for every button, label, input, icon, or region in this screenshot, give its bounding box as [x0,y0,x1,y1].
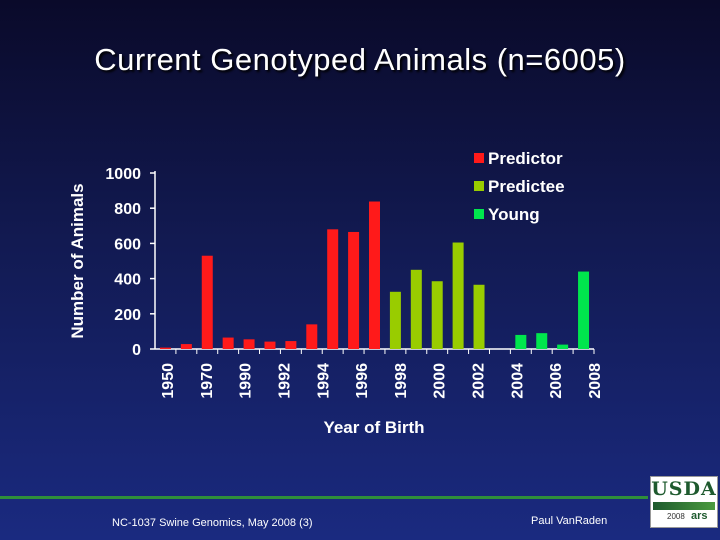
footer-left-text: NC-1037 Swine Genomics, May 2008 (3) [112,517,313,529]
legend-label-young: Young [488,205,540,224]
bar-1960 [180,344,192,349]
y-tick-label: 1000 [105,166,141,183]
bar-1980 [222,337,234,349]
bar-2004 [536,333,548,349]
ars-logo-text: ars [691,510,708,522]
x-tick-label: 1950 [160,363,177,399]
bar-chart: 0 200 400 600 800 1000 1950 1970 1990 1992 1994 199… [68,149,604,437]
legend-swatch-young [474,209,484,219]
bar-1992 [285,341,297,349]
bar-1994 [327,229,339,349]
usda-logo: USDA 2008 ars [650,476,718,528]
bar-1950 [159,347,171,349]
legend-label-predictee: Predictee [488,177,565,196]
bar-1993 [306,324,318,349]
x-tick-label: 1992 [276,363,293,399]
x-tick-label: 1996 [354,363,371,399]
x-tick-label: 2000 [432,363,449,399]
legend-label-predictor: Predictor [488,149,563,168]
legend-swatch-predictee [474,181,484,191]
bar-1996 [369,201,380,349]
x-tick-label: 1970 [199,363,216,399]
bar-1995 [348,231,360,349]
usda-logo-year: 2008 [667,512,685,521]
x-tick-label: 2006 [548,363,565,399]
y-tick-label: 0 [132,342,141,359]
usda-logo-band [653,502,715,510]
bar-1999 [431,281,443,349]
bar-2005 [557,344,569,349]
footer-divider [0,496,648,499]
y-axis-title: Number of Animals [68,183,87,338]
bar-2006 [578,271,590,349]
y-tick-label: 800 [114,201,141,218]
x-axis-title: Year of Birth [323,418,424,437]
x-tick-label: 2008 [587,363,604,399]
legend-swatch-predictor [474,153,484,163]
bar-1990 [243,339,255,349]
x-tick-label: 1990 [238,363,255,399]
bar-1997 [389,291,401,349]
y-tick-label: 200 [114,307,141,324]
bar-2001 [473,284,485,349]
x-tick-label: 2004 [509,363,526,399]
x-tick-label: 1998 [393,363,410,399]
usda-logo-text: USDA [651,478,717,500]
bar-1998 [410,269,422,349]
bar-1970 [201,255,213,349]
footer-author: Paul VanRaden [531,515,608,527]
bar-2000 [452,242,464,349]
x-tick-label: 2002 [471,363,488,399]
slide-title: Current Genotyped Animals (n=6005) [94,42,626,77]
y-tick-label: 400 [114,272,141,289]
y-tick-label: 600 [114,236,141,253]
x-tick-label: 1994 [315,363,332,399]
bar-1991 [264,341,276,349]
bar-2003 [515,334,527,349]
